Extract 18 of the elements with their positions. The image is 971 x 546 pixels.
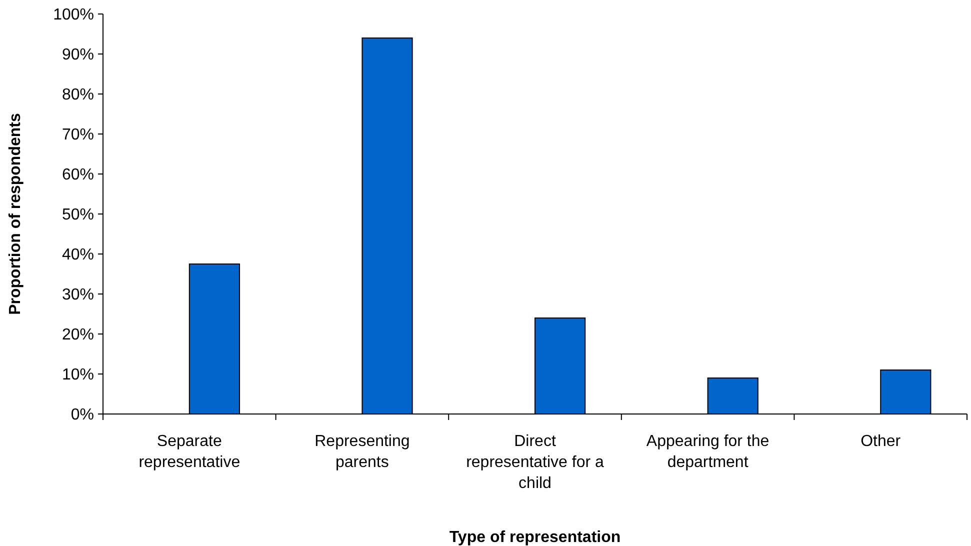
y-tick-label: 80% (62, 86, 94, 104)
y-tick-label: 40% (62, 246, 94, 264)
x-tick-label: Other (860, 433, 902, 450)
x-tick-label: Separate representative (138, 433, 240, 471)
y-tick-label: 90% (62, 46, 94, 64)
y-tick-label: 60% (62, 166, 94, 184)
y-tick-label: 50% (62, 206, 94, 224)
y-tick-label: 70% (62, 126, 94, 144)
x-axis-title: Type of representation (449, 529, 621, 546)
y-tick-label: 0% (70, 406, 94, 424)
y-axis-title: Proportion of respondents (7, 113, 24, 315)
y-tick-label: 30% (62, 286, 94, 304)
x-tick-label: Representing parents (314, 433, 410, 471)
y-tick-label: 10% (62, 366, 94, 384)
y-tick-label: 20% (62, 326, 94, 344)
y-tick-label: 100% (53, 6, 94, 24)
x-tick-label: Direct representative for a child (466, 433, 604, 492)
x-tick-label: Appearing for the department (646, 433, 770, 471)
